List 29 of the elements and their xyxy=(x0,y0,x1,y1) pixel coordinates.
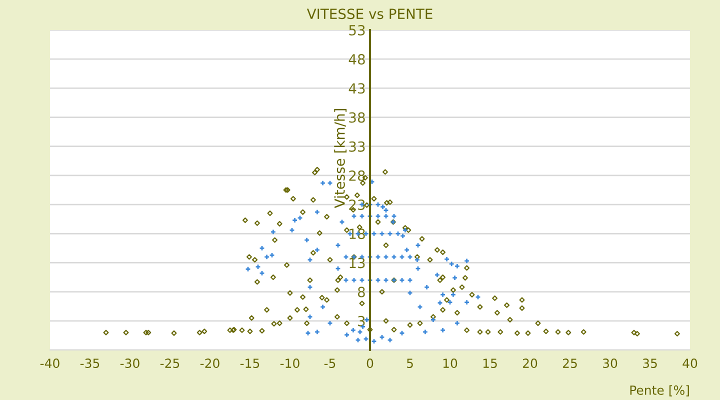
x-tick-label: -5 xyxy=(324,358,336,368)
x-axis-title: Pente [%] xyxy=(630,385,689,396)
chart-title: VITESSE vs PENTE xyxy=(306,8,432,20)
x-tick-label: -15 xyxy=(240,358,260,368)
x-tick-label: 0 xyxy=(366,358,374,368)
y-tick-label: 28 xyxy=(349,170,365,181)
x-tick-label: 35 xyxy=(643,358,657,368)
y-tick-label: 43 xyxy=(348,83,365,94)
x-tick-label: -20 xyxy=(200,358,220,368)
y-tick-label: 8 xyxy=(358,286,365,298)
y-tick-label: 38 xyxy=(349,112,365,123)
x-tick-label: 10 xyxy=(443,358,458,368)
y-axis-title: Vitesse [km/h] xyxy=(334,109,347,208)
y-tick-label: 33 xyxy=(349,141,365,152)
y-tick-label: 48 xyxy=(348,54,365,65)
y-tick-label: 18 xyxy=(350,228,365,240)
x-tick-label: 40 xyxy=(682,358,698,368)
x-tick-label: 15 xyxy=(483,358,497,368)
x-tick-label: -30 xyxy=(120,358,140,368)
x-tick-label: -40 xyxy=(40,358,60,368)
x-tick-label: 30 xyxy=(603,358,618,368)
x-tick-label: 20 xyxy=(522,358,538,368)
x-tick-label: -35 xyxy=(80,358,100,368)
x-tick-label: -10 xyxy=(280,358,300,368)
x-tick-label: 25 xyxy=(562,358,577,368)
y-tick-label: 53 xyxy=(349,24,365,36)
x-tick-label: 5 xyxy=(406,358,413,368)
x-tick-label: -25 xyxy=(160,358,180,368)
y-tick-label: 13 xyxy=(350,258,365,268)
